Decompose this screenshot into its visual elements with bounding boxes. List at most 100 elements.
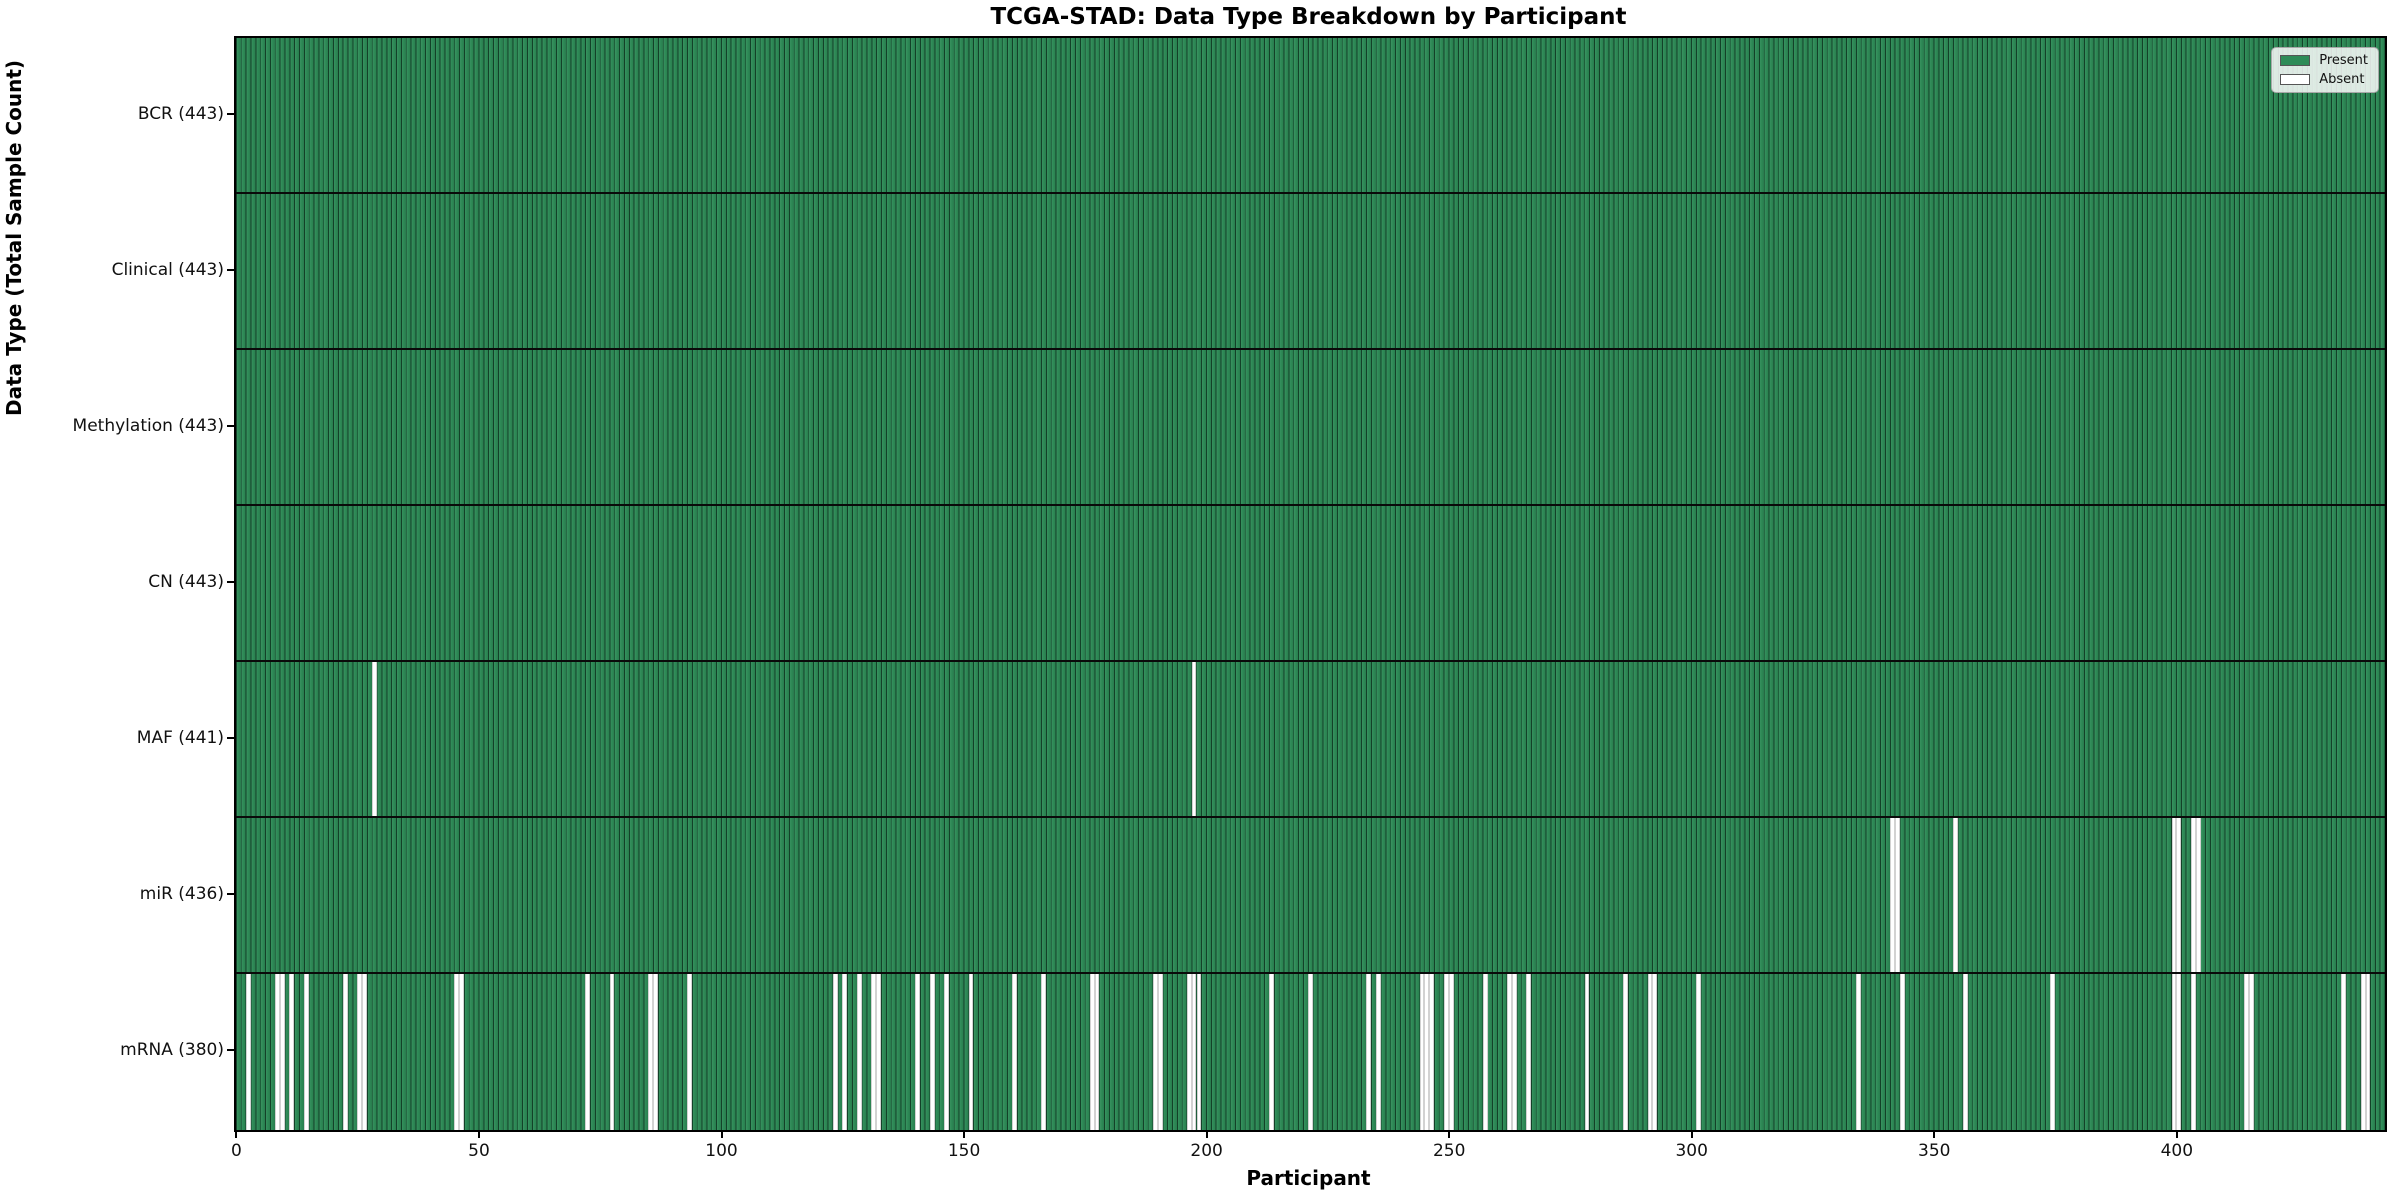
absent-bar [2190, 818, 2196, 972]
absent-bar [648, 974, 654, 1130]
absent-bar [362, 974, 367, 1130]
x-tick-label-350: 350 [1918, 1141, 1951, 1161]
y-tick-mark [227, 581, 234, 583]
legend-swatch-absent [2280, 74, 2311, 85]
absent-bar [1962, 974, 1968, 1130]
absent-bar [929, 974, 935, 1130]
y-tick-mark [227, 737, 234, 739]
absent-bar [585, 974, 591, 1130]
absent-bar [1526, 974, 1532, 1130]
x-tick-label-0: 0 [231, 1141, 242, 1161]
x-tick-label-400: 400 [2160, 1141, 2194, 1161]
chart-title: TCGA-STAD: Data Type Breakdown by Partic… [990, 4, 1627, 30]
legend: Present Absent [2271, 47, 2379, 93]
absent-bar [856, 974, 862, 1130]
x-tick-mark [235, 1130, 238, 1138]
absent-bar [1094, 974, 1100, 1130]
absent-bar [915, 974, 920, 1130]
absent-bar [1448, 974, 1454, 1130]
x-tick-label-50: 50 [468, 1141, 490, 1161]
x-tick-mark [477, 1130, 480, 1138]
x-tick-mark [2175, 1130, 2178, 1138]
x-tick-mark [720, 1130, 723, 1138]
absent-bar [2171, 974, 2177, 1130]
plot-rows [236, 38, 2385, 1130]
absent-bar [1890, 818, 1896, 972]
x-axis-label: Participant [1246, 1166, 1371, 1190]
data-type-row-mrna [236, 974, 2385, 1130]
absent-bar [279, 974, 285, 1130]
absent-bar [944, 974, 950, 1130]
absent-bar [1482, 974, 1488, 1130]
absent-bar [1443, 974, 1449, 1130]
absent-bar [2360, 974, 2366, 1130]
y-tick-label-bcr: BCR (443) [137, 104, 224, 124]
y-tick-label-maf: MAF (441) [136, 728, 224, 748]
absent-bar [1191, 974, 1197, 1130]
absent-bar [459, 974, 464, 1130]
x-tick-label-100: 100 [705, 1141, 738, 1161]
legend-label: Absent [2319, 72, 2365, 87]
legend-label: Present [2319, 53, 2368, 68]
absent-bar [1899, 974, 1905, 1130]
absent-bar [1191, 662, 1197, 816]
absent-bar [2249, 974, 2254, 1130]
x-tick-label-200: 200 [1190, 1141, 1223, 1161]
absent-bar [653, 974, 659, 1130]
x-tick-label-250: 250 [1432, 1141, 1466, 1161]
absent-bar [2176, 818, 2182, 972]
absent-bar [1012, 974, 1017, 1130]
absent-bar [1308, 974, 1313, 1130]
absent-bar [1375, 974, 1381, 1130]
absent-bar [968, 974, 974, 1130]
y-tick-label-mrna: mRNA (380) [120, 1040, 224, 1060]
y-tick-label-cn: CN (443) [148, 572, 224, 592]
data-type-row-cn [236, 506, 2385, 662]
absent-bar [609, 974, 615, 1130]
data-type-row-methylation [236, 350, 2385, 506]
absent-bar [1506, 974, 1512, 1130]
y-tick-mark [227, 893, 234, 895]
absent-bar [274, 974, 280, 1130]
y-tick-label-methylation: Methylation (443) [72, 416, 224, 436]
y-axis-label: Data Type (Total Sample Count) [2, 59, 26, 416]
absent-bar [454, 974, 460, 1130]
absent-bar [2176, 974, 2182, 1130]
absent-bar [303, 974, 309, 1130]
x-tick-mark [1448, 1130, 1451, 1138]
absent-bar [1623, 974, 1629, 1130]
data-type-row-clinical [236, 194, 2385, 350]
legend-entry-absent: Absent [2280, 73, 2368, 86]
absent-bar [1186, 974, 1192, 1130]
absent-bar [1584, 974, 1590, 1130]
y-tick-mark [227, 1049, 234, 1051]
legend-entry-present: Present [2280, 54, 2368, 67]
legend-swatch-present [2280, 55, 2311, 66]
absent-bar [371, 662, 377, 816]
absent-bar [2050, 974, 2056, 1130]
absent-bar [2341, 974, 2347, 1130]
absent-bar [1196, 974, 1202, 1130]
y-tick-mark [227, 269, 234, 271]
absent-bar [1895, 818, 1900, 972]
absent-bar [1856, 974, 1862, 1130]
absent-bar [1089, 974, 1095, 1130]
y-tick-mark [227, 113, 234, 115]
absent-bar [2365, 974, 2371, 1130]
absent-bar [832, 974, 838, 1130]
absent-bar [289, 974, 295, 1130]
y-tick-mark [227, 425, 234, 427]
x-tick-mark [1690, 1130, 1693, 1138]
absent-bar [876, 974, 882, 1130]
absent-bar [2244, 974, 2250, 1130]
absent-bar [1152, 974, 1158, 1130]
absent-bar [1157, 974, 1163, 1130]
y-tick-label-mir: miR (436) [139, 884, 224, 904]
absent-bar [1269, 974, 1275, 1130]
plot-area: Present Absent [234, 36, 2387, 1132]
x-tick-mark [1205, 1130, 1208, 1138]
absent-bar [1647, 974, 1653, 1130]
data-type-row-maf [236, 662, 2385, 818]
x-tick-label-300: 300 [1675, 1141, 1708, 1161]
